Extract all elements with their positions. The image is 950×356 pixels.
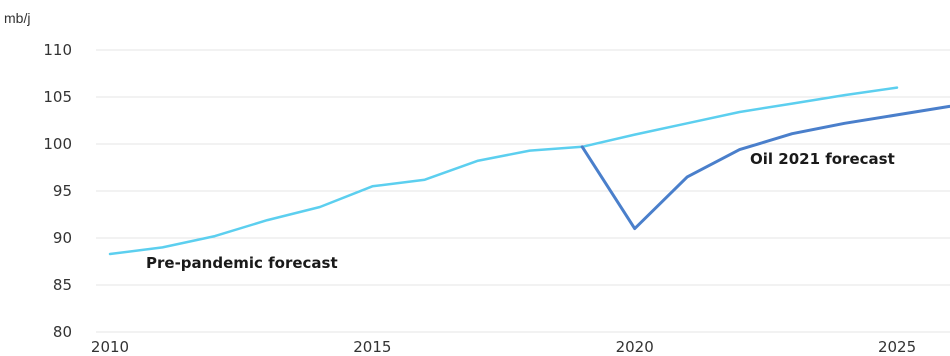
y-tick-label: 110 — [43, 41, 72, 59]
y-tick-label: 100 — [43, 135, 72, 153]
x-tick-label: 2010 — [91, 338, 129, 356]
x-tick-label: 2025 — [878, 338, 916, 356]
y-tick-label: 105 — [43, 88, 72, 106]
series-label-pre-pandemic: Pre-pandemic forecast — [146, 254, 338, 272]
y-tick-label: 80 — [53, 323, 72, 341]
y-tick-label: 90 — [53, 229, 72, 247]
series-lines — [108, 86, 950, 256]
y-axis-unit-label: mb/j — [4, 10, 30, 26]
x-tick-label: 2015 — [353, 338, 391, 356]
series-line-pre-pandemic — [108, 86, 899, 256]
series-line-oil-2021 — [580, 104, 950, 231]
y-tick-label: 85 — [53, 276, 72, 294]
x-axis-ticks: 2010 2015 2020 2025 — [91, 338, 916, 356]
y-axis-ticks: 80 85 90 95 100 105 110 — [43, 41, 72, 341]
y-tick-label: 95 — [53, 182, 72, 200]
gridlines — [96, 49, 950, 333]
series-label-oil-2021: Oil 2021 forecast — [750, 150, 895, 168]
x-tick-label: 2020 — [616, 338, 654, 356]
